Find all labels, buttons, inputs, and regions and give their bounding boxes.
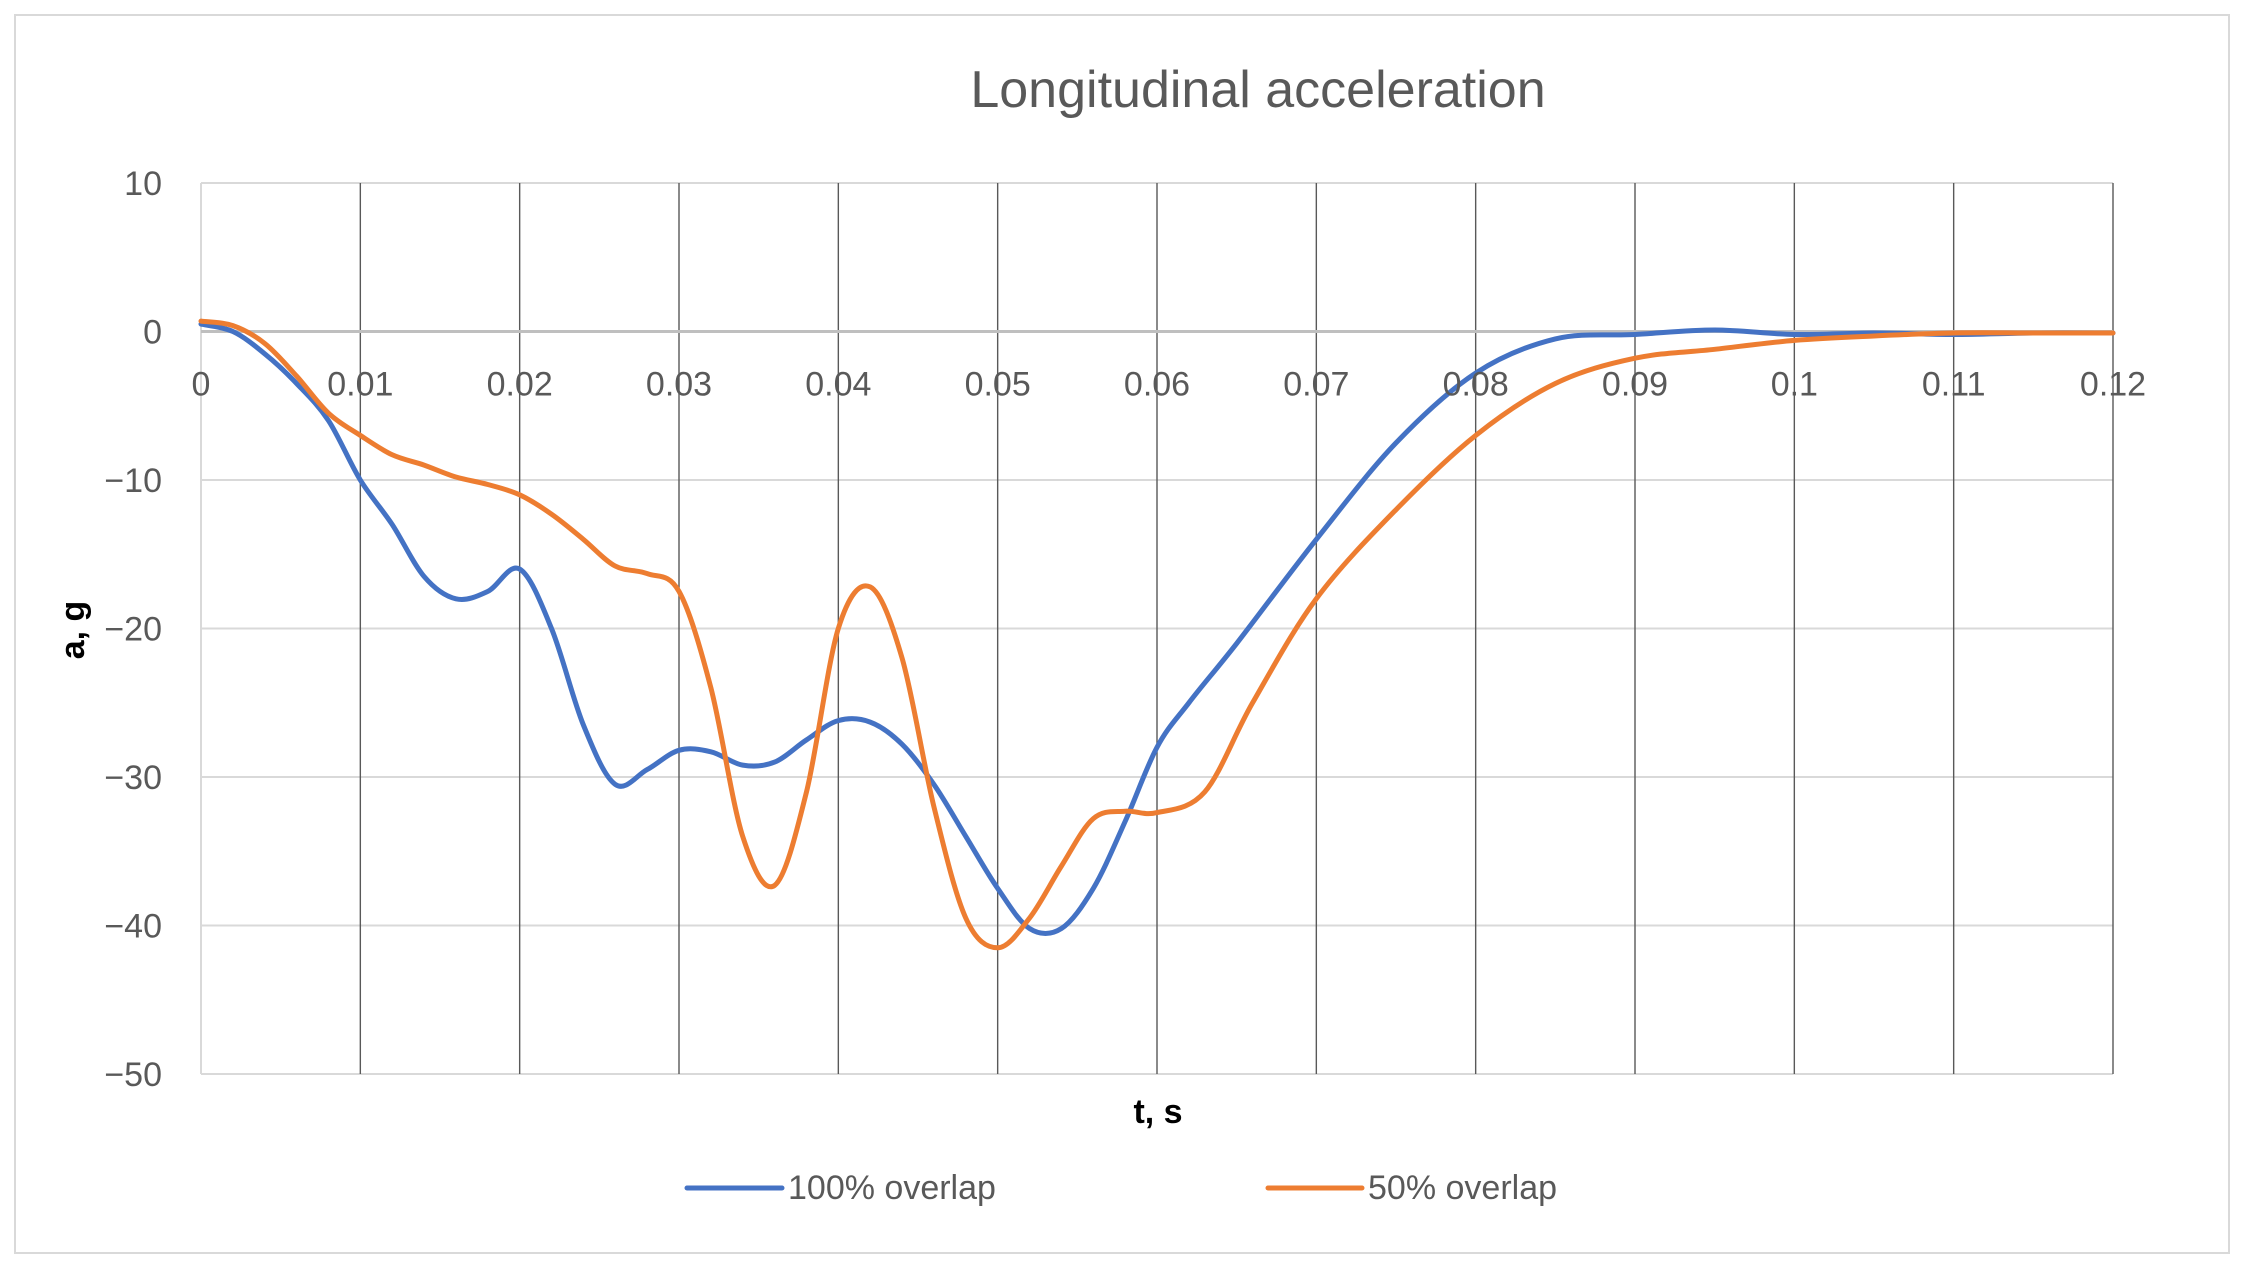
legend-label-2: 50% overlap (1368, 1169, 1557, 1207)
y-axis-title: a, g (54, 601, 92, 660)
y-tick-label: −40 (104, 908, 162, 946)
x-tick-label: 0.07 (1283, 366, 1349, 404)
y-tick-label: −50 (104, 1056, 162, 1094)
chart-area (14, 14, 2230, 1254)
x-axis-title: t, s (1133, 1093, 1182, 1131)
y-tick-label: −30 (104, 759, 162, 797)
series-line-2 (198, 318, 2116, 951)
y-tick-label: 0 (143, 314, 162, 352)
y-tick-labels: 10 0 −10 −20 −30 −40 −50 (104, 165, 162, 1094)
legend: 100% overlap 50% overlap (684, 1169, 1557, 1207)
x-tick-label: 0.09 (1602, 366, 1668, 404)
x-tick-label: 0.12 (2080, 366, 2146, 404)
x-tick-label: 0.04 (805, 366, 871, 404)
plot-series (198, 318, 2116, 951)
x-tick-label: 0.11 (1922, 366, 1986, 404)
chart-title: Longitudinal acceleration (970, 61, 1545, 119)
x-tick-labels: 0 0.01 0.02 0.03 0.04 0.05 0.06 0.07 0.08 0.09 0.1… (192, 366, 2147, 404)
x-tick-label: 0.02 (487, 366, 553, 404)
x-tick-label: 0.05 (965, 366, 1031, 404)
legend-label-1: 100% overlap (788, 1169, 996, 1207)
x-tick-label: 0.1 (1771, 366, 1818, 404)
x-tick-label: 0 (192, 366, 211, 404)
x-tick-label: 0.08 (1443, 366, 1509, 404)
gridlines (201, 182, 2114, 1075)
y-tick-label: −20 (104, 611, 162, 649)
y-tick-label: −10 (104, 462, 162, 500)
x-tick-label: 0.03 (646, 366, 712, 404)
axes (200, 183, 2113, 1074)
series-line-1 (198, 321, 2116, 937)
x-tick-label: 0.01 (327, 366, 393, 404)
x-tick-label: 0.06 (1124, 366, 1190, 404)
y-tick-label: 10 (124, 165, 162, 203)
